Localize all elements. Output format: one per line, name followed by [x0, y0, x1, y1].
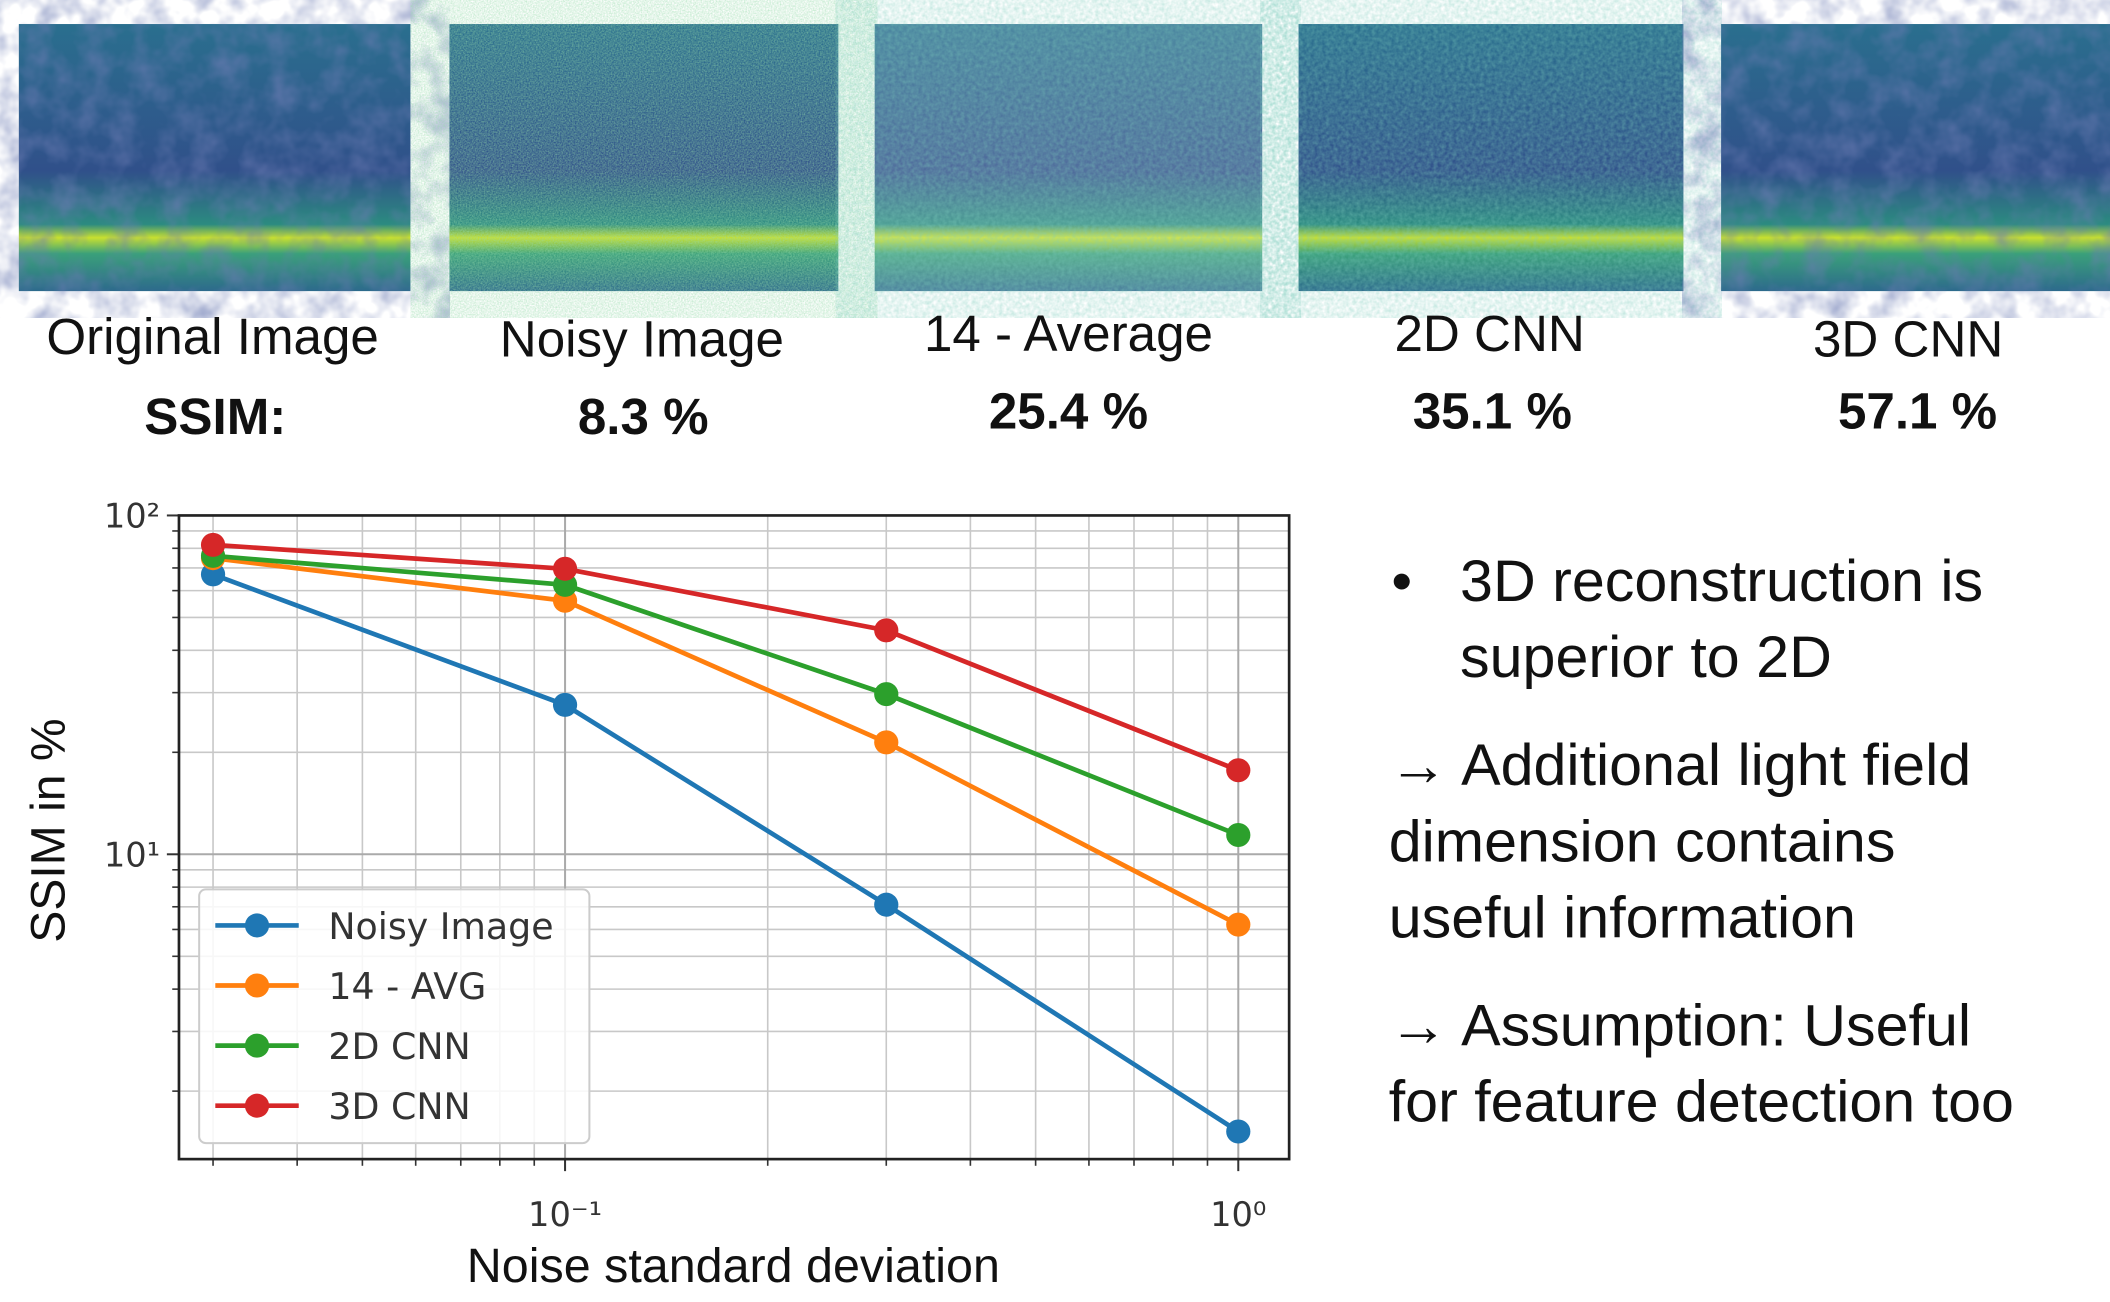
ssim-label: SSIM:	[144, 388, 286, 445]
ssim-value: 25.4 %	[989, 383, 1148, 440]
x-axis-label: Noise standard deviation	[467, 1239, 1000, 1293]
data-point	[553, 693, 577, 717]
thumbnails	[19, 24, 2110, 291]
ssim-value: 57.1 %	[1838, 383, 1997, 440]
paragraph-text: dimension contains	[1389, 810, 1896, 875]
image-texture	[1299, 24, 1684, 291]
ssim-value: 8.3 %	[578, 388, 709, 445]
x-tick-label: 10⁰	[1210, 1195, 1266, 1234]
legend-label: Noisy Image	[328, 905, 553, 948]
y-tick-label: 10²	[104, 497, 160, 536]
bullet-marker: •	[1391, 549, 1412, 614]
y-tick-label: 10¹	[104, 835, 160, 874]
data-point	[874, 730, 898, 754]
legend-label: 3D CNN	[328, 1085, 470, 1128]
panel-label: Original Image	[46, 308, 379, 365]
image-texture	[19, 24, 411, 291]
data-point	[1226, 1119, 1250, 1143]
plot: 10⁻¹ 10⁰ 10¹ 10² Noisy Image 14 - AVG 2D CNN 3D…	[104, 497, 1289, 1234]
data-point	[874, 893, 898, 917]
data-point	[201, 533, 225, 557]
legend-label: 14 - AVG	[328, 965, 486, 1008]
image-texture	[1721, 24, 2110, 291]
panel-label: 14 - Average	[924, 305, 1213, 362]
y-axis-label: SSIM in %	[21, 718, 75, 942]
ssim-value: 35.1 %	[1413, 383, 1572, 440]
slide: Original Image Noisy Image 14 - Average …	[0, 0, 2110, 1302]
data-point	[1226, 823, 1250, 847]
data-point	[553, 557, 577, 581]
legend-marker	[245, 1034, 269, 1058]
image-texture	[449, 24, 838, 291]
panel-label: 3D CNN	[1813, 311, 2003, 368]
data-point	[874, 682, 898, 706]
data-point	[1226, 758, 1250, 782]
paragraph-text: for feature detection too	[1389, 1070, 2014, 1135]
legend-marker	[245, 973, 269, 997]
panel-label: Noisy Image	[500, 311, 784, 368]
paragraph-text: → Additional light field	[1389, 733, 1971, 798]
panel-label: 2D CNN	[1394, 305, 1584, 362]
paragraph-text: useful information	[1389, 886, 1856, 951]
data-point	[1226, 913, 1250, 937]
legend-label: 2D CNN	[328, 1025, 470, 1068]
x-tick-label: 10⁻¹	[528, 1195, 602, 1234]
bullet-text: superior to 2D	[1460, 625, 1832, 690]
image-texture	[875, 24, 1263, 291]
page: Original Image Noisy Image 14 - Average …	[0, 0, 2110, 1302]
legend-marker	[245, 913, 269, 937]
paragraph-text: → Assumption: Useful	[1389, 994, 1971, 1059]
legend-marker	[245, 1094, 269, 1118]
data-point	[874, 618, 898, 642]
bullet-text: 3D reconstruction is	[1460, 549, 1983, 614]
